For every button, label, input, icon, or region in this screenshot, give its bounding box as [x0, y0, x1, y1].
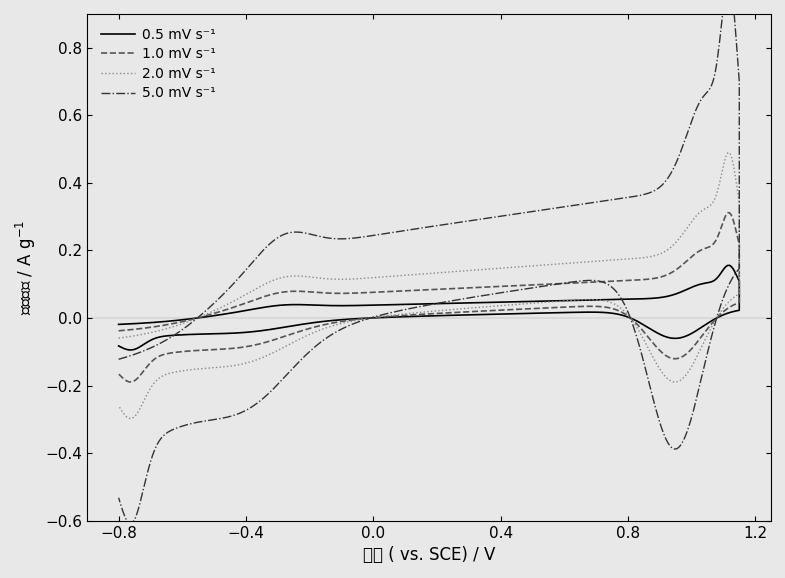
2.0 mV s⁻¹: [725, 149, 734, 156]
Line: 2.0 mV s⁻¹: 2.0 mV s⁻¹: [119, 153, 739, 418]
X-axis label: 电压 ( vs. SCE) / V: 电压 ( vs. SCE) / V: [363, 546, 495, 564]
0.5 mV s⁻¹: [323, 302, 333, 309]
5.0 mV s⁻¹: [279, 231, 288, 238]
2.0 mV s⁻¹: [126, 415, 135, 422]
5.0 mV s⁻¹: [323, 235, 333, 242]
2.0 mV s⁻¹: [114, 402, 123, 409]
1.0 mV s⁻¹: [114, 327, 123, 334]
5.0 mV s⁻¹: [677, 441, 686, 448]
2.0 mV s⁻¹: [677, 376, 686, 383]
5.0 mV s⁻¹: [532, 208, 542, 214]
1.0 mV s⁻¹: [532, 281, 542, 288]
Line: 5.0 mV s⁻¹: 5.0 mV s⁻¹: [119, 0, 739, 524]
0.5 mV s⁻¹: [126, 346, 135, 353]
0.5 mV s⁻¹: [114, 342, 123, 349]
1.0 mV s⁻¹: [677, 354, 686, 361]
0.5 mV s⁻¹: [677, 334, 686, 341]
2.0 mV s⁻¹: [532, 262, 542, 269]
Legend: 0.5 mV s⁻¹, 1.0 mV s⁻¹, 2.0 mV s⁻¹, 5.0 mV s⁻¹: 0.5 mV s⁻¹, 1.0 mV s⁻¹, 2.0 mV s⁻¹, 5.0 …: [93, 21, 223, 108]
5.0 mV s⁻¹: [114, 356, 123, 363]
5.0 mV s⁻¹: [703, 351, 712, 358]
5.0 mV s⁻¹: [126, 520, 135, 527]
1.0 mV s⁻¹: [279, 288, 288, 295]
2.0 mV s⁻¹: [114, 335, 123, 342]
0.5 mV s⁻¹: [532, 298, 542, 305]
Line: 1.0 mV s⁻¹: 1.0 mV s⁻¹: [119, 213, 739, 382]
2.0 mV s⁻¹: [652, 251, 662, 258]
0.5 mV s⁻¹: [279, 302, 288, 309]
2.0 mV s⁻¹: [323, 275, 333, 282]
1.0 mV s⁻¹: [703, 326, 712, 333]
2.0 mV s⁻¹: [279, 274, 288, 281]
1.0 mV s⁻¹: [114, 370, 123, 377]
0.5 mV s⁻¹: [703, 320, 712, 327]
5.0 mV s⁻¹: [652, 186, 662, 192]
1.0 mV s⁻¹: [652, 275, 662, 281]
5.0 mV s⁻¹: [114, 494, 123, 501]
0.5 mV s⁻¹: [114, 321, 123, 328]
1.0 mV s⁻¹: [126, 379, 135, 386]
0.5 mV s⁻¹: [725, 262, 734, 269]
Y-axis label: 电流密度 / A g$^{-1}$: 电流密度 / A g$^{-1}$: [14, 220, 38, 315]
1.0 mV s⁻¹: [725, 209, 734, 216]
2.0 mV s⁻¹: [703, 332, 712, 339]
Line: 0.5 mV s⁻¹: 0.5 mV s⁻¹: [119, 265, 739, 350]
1.0 mV s⁻¹: [323, 290, 333, 297]
0.5 mV s⁻¹: [652, 294, 662, 301]
